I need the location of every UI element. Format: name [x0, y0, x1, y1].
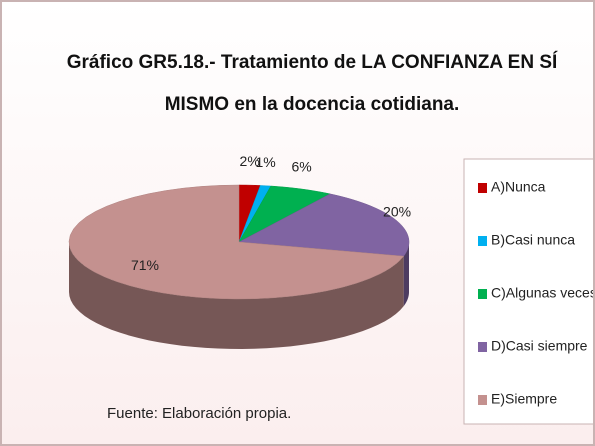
pie-side	[69, 242, 404, 349]
legend-label: C)Algunas veces	[491, 285, 593, 301]
legend-label: A)Nunca	[491, 179, 546, 195]
data-label: 6%	[291, 159, 311, 175]
pie-slice	[238, 193, 410, 257]
annotation: Fuente: Elaboración propia.	[107, 405, 291, 422]
data-label: 20%	[383, 203, 411, 219]
legend-label: B)Casi nunca	[491, 232, 575, 248]
chart-title: Gráfico GR5.18.- Tratamiento de LA CONFI…	[66, 52, 558, 115]
legend-swatch	[478, 342, 487, 352]
pie-slice	[68, 184, 405, 300]
legend-label: D)Casi siempre	[491, 338, 588, 354]
data-label: 71%	[131, 257, 159, 273]
legend-swatch	[478, 289, 487, 299]
legend-swatch	[478, 395, 487, 405]
data-label: 2%	[240, 153, 260, 169]
pie-slice	[238, 185, 331, 243]
legend-swatch	[478, 236, 487, 246]
legend-label: E)Siempre	[491, 391, 557, 407]
data-label: 1%	[255, 154, 275, 170]
pie-side	[403, 242, 409, 307]
legend-swatch	[478, 183, 487, 193]
